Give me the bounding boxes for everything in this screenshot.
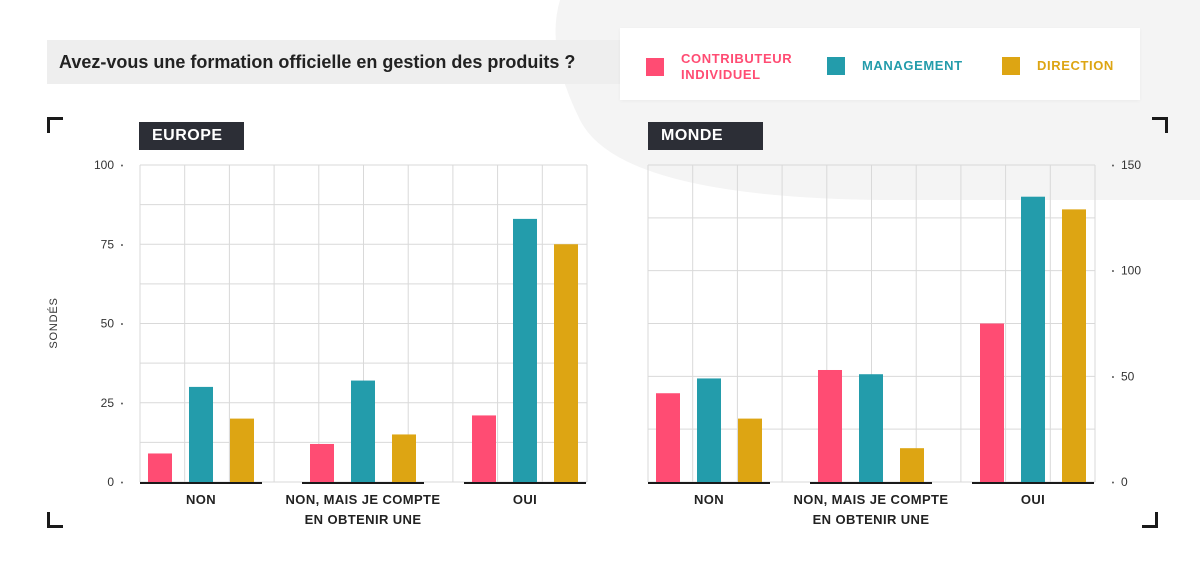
legend: CONTRIBUTEUR INDIVIDUEL MANAGEMENT DIREC…	[620, 28, 1140, 100]
europe-y-axis-label: SONDÉS	[47, 297, 60, 348]
panel-label-monde: MONDE	[648, 122, 763, 150]
monde-ytick-label: 150	[1121, 158, 1141, 172]
europe-ytick-dot: •	[121, 480, 124, 487]
europe-ytick-label: 25	[101, 396, 115, 410]
europe-bar-non-management	[189, 386, 213, 482]
europe-ytick-label: 100	[94, 158, 114, 172]
europe-bar-oui-contributeur	[472, 415, 496, 482]
monde-ytick-dot: •	[1112, 163, 1115, 170]
monde-bar-non-management	[697, 378, 721, 482]
europe-bar-non-mais-management	[351, 380, 375, 482]
legend-label-contributeur: CONTRIBUTEUR INDIVIDUEL	[681, 51, 793, 82]
monde-ytick-dot: •	[1112, 269, 1115, 276]
legend-swatch-direction	[1002, 57, 1020, 75]
legend-label-direction: DIRECTION	[1037, 58, 1114, 73]
legend-swatch-contributeur	[646, 58, 664, 76]
europe-ytick-dot: •	[121, 163, 124, 170]
legend-label-management: MANAGEMENT	[862, 58, 963, 73]
europe-ytick-dot: •	[121, 322, 124, 329]
legend-item-direction: DIRECTION	[1002, 57, 1167, 75]
monde-bar-non-direction	[738, 418, 762, 482]
monde-category-label-non-mais: NON, MAIS JE COMPTE EN OBTENIR UNE	[794, 492, 949, 527]
frame-corner-bottom-left	[47, 512, 63, 528]
monde-bar-non-contributeur	[656, 393, 680, 482]
legend-swatch-management	[827, 57, 845, 75]
europe-ytick-dot: •	[121, 401, 124, 408]
legend-item-contributeur: CONTRIBUTEUR INDIVIDUEL	[646, 51, 811, 83]
monde-bar-non-mais-management	[859, 374, 883, 482]
monde-ytick-label: 50	[1121, 369, 1135, 383]
monde-ytick-label: 0	[1121, 475, 1128, 489]
europe-ytick-label: 0	[107, 475, 114, 489]
monde-bar-oui-management	[1021, 196, 1045, 482]
monde-ytick-dot: •	[1112, 480, 1115, 487]
monde-ytick-label: 100	[1121, 264, 1141, 278]
chart-title-text: Avez-vous une formation officielle en ge…	[59, 51, 576, 72]
europe-category-label-non: NON	[186, 492, 216, 507]
europe-category-label-non-mais: NON, MAIS JE COMPTE EN OBTENIR UNE	[286, 492, 441, 527]
europe-category-label-oui: OUI	[513, 492, 537, 507]
legend-item-management: MANAGEMENT	[827, 57, 992, 75]
europe-bar-non-direction	[230, 418, 254, 482]
europe-bar-non-mais-contributeur	[310, 443, 334, 482]
frame-corner-bottom-right	[1142, 512, 1158, 528]
europe-ytick-label: 75	[101, 237, 115, 251]
europe-ytick-label: 50	[101, 317, 115, 331]
monde-bar-non-mais-contributeur	[818, 369, 842, 482]
monde-ytick-dot: •	[1112, 374, 1115, 381]
europe-bar-oui-direction	[554, 244, 578, 482]
panel-label-europe: EUROPE	[139, 122, 244, 150]
monde-bar-oui-direction	[1062, 209, 1086, 482]
chart-title: Avez-vous une formation officielle en ge…	[47, 40, 620, 84]
monde-category-label-oui: OUI	[1021, 492, 1045, 507]
frame-corner-top-left	[47, 117, 63, 133]
europe-bar-non-contributeur	[148, 453, 172, 482]
monde-category-label-non: NON	[694, 492, 724, 507]
monde-bar-oui-contributeur	[980, 323, 1004, 482]
frame-corner-top-right	[1152, 117, 1168, 133]
europe-ytick-dot: •	[121, 242, 124, 249]
europe-bar-non-mais-direction	[392, 434, 416, 482]
monde-bar-non-mais-direction	[900, 448, 924, 482]
europe-bar-oui-management	[513, 218, 537, 482]
